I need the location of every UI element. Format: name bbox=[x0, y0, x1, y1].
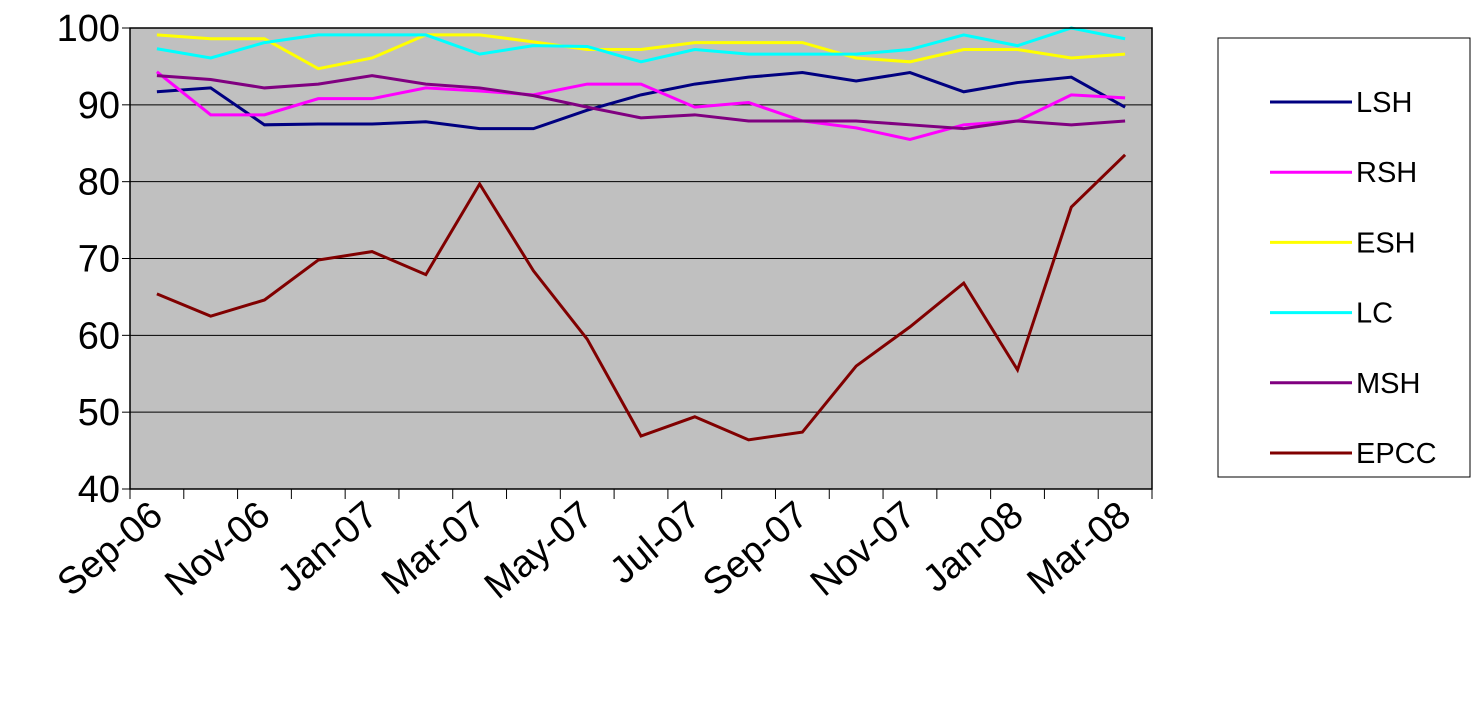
x-tick-label: Nov-06 bbox=[157, 494, 278, 605]
x-tick-label: Jan-08 bbox=[915, 494, 1031, 601]
x-tick-label: Mar-08 bbox=[1020, 494, 1139, 604]
series-line bbox=[156, 26, 1126, 64]
y-tick-label: 80 bbox=[78, 162, 120, 204]
legend-label: LC bbox=[1356, 298, 1393, 330]
series-line bbox=[156, 74, 1126, 131]
y-tick-label: 90 bbox=[78, 85, 120, 127]
x-tick-label: May-07 bbox=[477, 494, 601, 608]
series-line bbox=[155, 70, 1126, 141]
plot-border bbox=[129, 27, 1153, 490]
x-tick-label: Jan-07 bbox=[270, 494, 386, 601]
legend-label: MSH bbox=[1356, 368, 1420, 400]
legend-label: EPCC bbox=[1356, 438, 1437, 470]
y-tick-label: 70 bbox=[78, 239, 120, 281]
legend-label: RSH bbox=[1356, 157, 1417, 189]
x-tick-label: Mar-07 bbox=[374, 494, 493, 604]
series-line bbox=[156, 153, 1127, 442]
series-line bbox=[156, 33, 1126, 71]
legend-label: ESH bbox=[1356, 227, 1416, 259]
series-line bbox=[156, 71, 1126, 131]
x-tick-label: Nov-07 bbox=[803, 494, 924, 605]
legend: LSH RSH ESH LC MSH EPCC bbox=[1217, 37, 1471, 478]
y-tick-label: 50 bbox=[78, 392, 120, 434]
y-tick-label: 60 bbox=[78, 315, 120, 357]
legend-box bbox=[1217, 37, 1471, 478]
y-tick-label: 100 bbox=[57, 8, 120, 50]
x-tick-label: Jul-07 bbox=[602, 494, 708, 593]
legend-label: LSH bbox=[1356, 87, 1412, 119]
y-tick-label: 40 bbox=[78, 469, 120, 511]
x-tick-label: Sep-07 bbox=[695, 494, 816, 605]
